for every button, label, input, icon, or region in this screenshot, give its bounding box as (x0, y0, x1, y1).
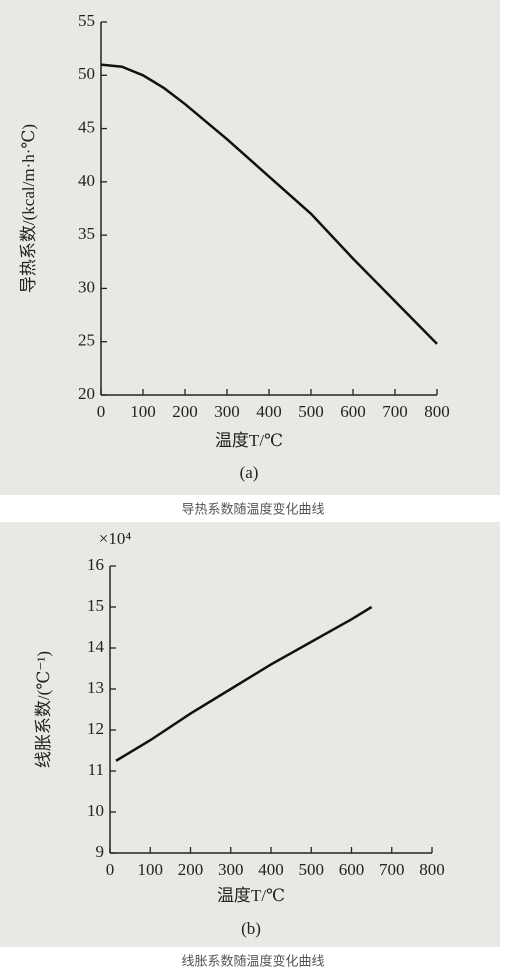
x-axis-label: 温度T/℃ (217, 886, 285, 905)
y-tick-label: 20 (78, 384, 95, 403)
x-tick-label: 300 (218, 860, 244, 879)
y-multiplier: ×10⁴ (99, 529, 132, 548)
caption: 导热系数随温度变化曲线 (181, 502, 324, 518)
y-tick-label: 10 (87, 801, 104, 820)
x-tick-label: 500 (298, 402, 324, 421)
data-line (115, 605, 373, 762)
x-tick-label: 600 (339, 860, 365, 879)
y-tick-label: 9 (96, 842, 105, 861)
x-tick-label: 500 (299, 860, 325, 879)
y-axis-label: 线胀系数/(℃⁻¹) (34, 651, 53, 768)
y-tick-label: 55 (78, 11, 95, 30)
x-tick-label: 0 (106, 860, 115, 879)
y-tick-label: 40 (78, 171, 95, 190)
panel-label: (a) (240, 463, 259, 482)
y-tick-label: 30 (78, 277, 95, 296)
x-tick-label: 100 (138, 860, 164, 879)
x-tick-label: 200 (172, 402, 198, 421)
x-tick-label: 100 (130, 402, 156, 421)
x-tick-label: 0 (97, 402, 106, 421)
panel-label: (b) (241, 919, 261, 938)
caption: 线胀系数随温度变化曲线 (181, 954, 324, 970)
x-tick-label: 700 (379, 860, 405, 879)
y-tick-label: 11 (88, 760, 104, 779)
x-tick-label: 400 (258, 860, 284, 879)
y-tick-label: 50 (78, 64, 95, 83)
y-axis-label: 导热系数/(kcal/m·h·℃) (19, 124, 38, 293)
photo-a (0, 0, 500, 495)
x-tick-label: 600 (340, 402, 366, 421)
x-tick-label: 200 (178, 860, 204, 879)
y-tick-label: 25 (78, 331, 95, 350)
y-tick-label: 14 (87, 637, 105, 656)
x-tick-label: 800 (419, 860, 445, 879)
data-line (100, 63, 438, 345)
y-tick-label: 15 (87, 596, 104, 615)
y-tick-label: 16 (87, 555, 104, 574)
y-tick-label: 12 (87, 719, 104, 738)
x-tick-label: 300 (214, 402, 240, 421)
y-tick-label: 13 (87, 678, 104, 697)
y-tick-label: 35 (78, 224, 95, 243)
x-tick-label: 800 (424, 402, 450, 421)
x-tick-label: 700 (382, 402, 408, 421)
x-tick-label: 400 (256, 402, 282, 421)
y-tick-label: 45 (78, 117, 95, 136)
x-axis-label: 温度T/℃ (215, 431, 283, 450)
photo-b (0, 522, 500, 947)
